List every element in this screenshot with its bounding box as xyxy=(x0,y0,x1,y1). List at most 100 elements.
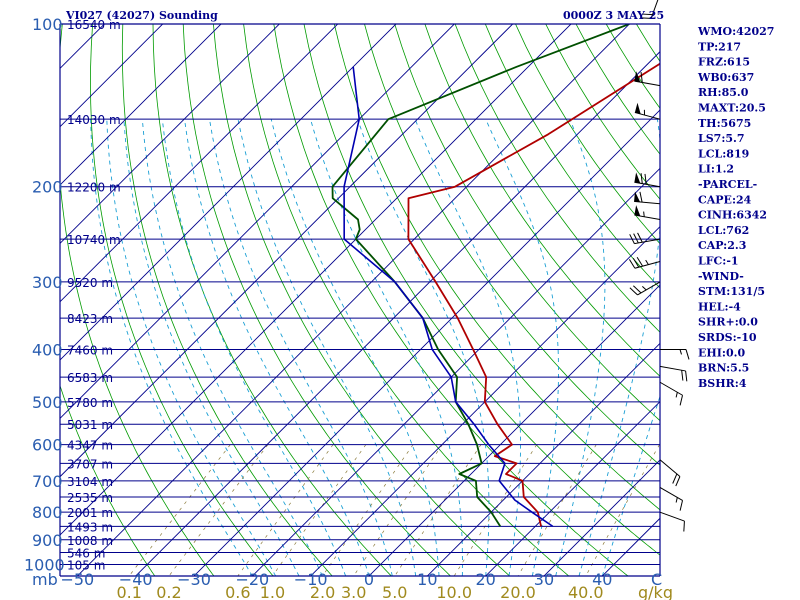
isotherm xyxy=(60,24,397,361)
mixing-ratio-tick-label: 0.1 xyxy=(116,583,141,600)
isotherm xyxy=(193,109,660,576)
temperature-tick-label: −50 xyxy=(60,570,94,589)
grid-layer xyxy=(60,24,660,576)
sidebar-stat: BSHR:4 xyxy=(698,377,747,390)
isotherm xyxy=(60,24,339,303)
wind-barb-staff xyxy=(634,111,661,120)
wind-barb-staff xyxy=(634,238,661,245)
wind-barb-full xyxy=(642,13,653,16)
sidebar-stats: WMO:42027 TP:217 FRZ:615 WB0:637 RH:85.0 MAXT… xyxy=(697,25,774,390)
wind-barb-full xyxy=(685,370,688,382)
height-label: 9520 m xyxy=(67,276,113,290)
wind-barb-flag xyxy=(634,71,641,83)
wind-barb-flag xyxy=(634,102,641,115)
isotherm xyxy=(60,24,222,186)
pressure-tick-label: 900 xyxy=(32,531,63,550)
wind-barb xyxy=(640,0,659,19)
wind-barb-staff xyxy=(650,0,659,19)
wind-barb-full xyxy=(628,259,636,269)
wind-barb-half xyxy=(675,392,678,398)
wind-barb-full xyxy=(633,233,639,244)
wind-barb-full xyxy=(629,234,635,244)
temperature-tick-label: −30 xyxy=(177,570,211,589)
height-label: 14030 m xyxy=(67,113,121,127)
wind-barb-full xyxy=(679,395,684,406)
isotherm xyxy=(60,24,572,536)
height-label: 3707 m xyxy=(67,457,113,471)
temperature-tick-label: 10 xyxy=(417,570,437,589)
dewpoint-line xyxy=(331,24,630,527)
sidebar-stat: SRDS:-10 xyxy=(698,331,757,344)
sidebar-stat: LCL:819 xyxy=(698,147,749,160)
height-label: 3104 m xyxy=(67,475,113,489)
height-label: 1493 m xyxy=(67,520,113,534)
sidebar-stat: BRN:5.5 xyxy=(698,362,749,375)
sidebar-stat: EHI:0.0 xyxy=(698,346,745,359)
sidebar-stat: CINH:6342 xyxy=(698,209,767,222)
pressure-tick-label: 1000 xyxy=(24,556,65,575)
wind-barb-staff xyxy=(659,365,686,372)
wind-barb-flag xyxy=(634,172,641,184)
wind-barb-full xyxy=(644,173,647,185)
wind-barb-full xyxy=(672,473,678,484)
mixing-ratio-tick-label: 2.0 xyxy=(310,583,335,600)
series-layer xyxy=(331,24,660,528)
height-label: 7460 m xyxy=(67,343,113,357)
isotherm xyxy=(251,167,660,576)
pressure-tick-label: 800 xyxy=(32,503,63,522)
sidebar-stat: HEL:-4 xyxy=(698,300,741,313)
wind-barb-layer xyxy=(628,0,690,532)
isotherm xyxy=(60,24,281,245)
mixing-ratio-tick-label: 40.0 xyxy=(568,583,604,600)
wind-barb xyxy=(634,191,661,205)
pressure-tick-label: 600 xyxy=(32,436,63,455)
isotherm xyxy=(368,284,660,576)
mixing-ratio-tick-label: 3.0 xyxy=(341,583,366,600)
sidebar-stat: WMO:42027 xyxy=(697,25,774,38)
sidebar-stat: STM:131/5 xyxy=(698,285,765,298)
pressure-tick-label: 500 xyxy=(32,393,63,412)
pressure-tick-label: 200 xyxy=(32,178,63,197)
wind-barb-full xyxy=(685,349,690,360)
height-label: 4347 m xyxy=(67,439,113,453)
wind-barb xyxy=(634,102,661,120)
chart-title: VI027 (42027) Sounding xyxy=(65,9,218,22)
wind-barb xyxy=(660,348,690,360)
height-label: 5780 m xyxy=(67,396,113,410)
isotherm xyxy=(76,24,630,576)
temperature-line xyxy=(407,62,660,527)
wind-barb-full xyxy=(675,476,681,487)
pressure-tick-label: 400 xyxy=(32,340,63,359)
mb-label: mb xyxy=(32,570,58,589)
wind-barb-half xyxy=(645,259,649,265)
label-layer: VI027 (42027) Sounding 0000Z 3 MAY 25 mb… xyxy=(24,9,673,600)
wind-barb xyxy=(629,281,661,296)
mixing-ratio-tick-label: 0.6 xyxy=(225,583,250,600)
sidebar-stat: WB0:637 xyxy=(697,71,754,84)
wind-barb xyxy=(659,486,684,511)
height-label: 2535 m xyxy=(67,491,113,505)
height-label: 16540 m xyxy=(67,18,121,32)
wind-barb xyxy=(659,511,685,532)
sidebar-stat: LS7:5.7 xyxy=(698,132,745,145)
temperature-tick-label: −10 xyxy=(294,570,328,589)
sidebar-stat: -PARCEL- xyxy=(698,178,757,191)
sidebar-stat: LCL:762 xyxy=(698,224,749,237)
sidebar-stat: -WIND- xyxy=(698,270,744,283)
mixing-ratio-tick-label: 5.0 xyxy=(382,583,407,600)
wind-barb-staff xyxy=(637,281,661,296)
wind-barb-staff xyxy=(659,459,681,477)
sidebar-stat: CAPE:24 xyxy=(698,193,752,206)
wind-barb-full xyxy=(640,17,652,19)
height-label: 2001 m xyxy=(67,506,113,520)
temperature-tick-label: 30 xyxy=(534,570,554,589)
temperature-tick-label: 40 xyxy=(592,570,612,589)
height-label: 12200 m xyxy=(67,181,121,195)
isotherm xyxy=(60,24,164,128)
wind-barb-staff xyxy=(659,381,683,396)
mixing-ratio-unit: g/kg xyxy=(638,583,673,600)
mixing-ratio-tick-label: 0.2 xyxy=(156,583,181,600)
wind-barb-half xyxy=(675,497,678,503)
sidebar-stat: TH:5675 xyxy=(698,117,751,130)
